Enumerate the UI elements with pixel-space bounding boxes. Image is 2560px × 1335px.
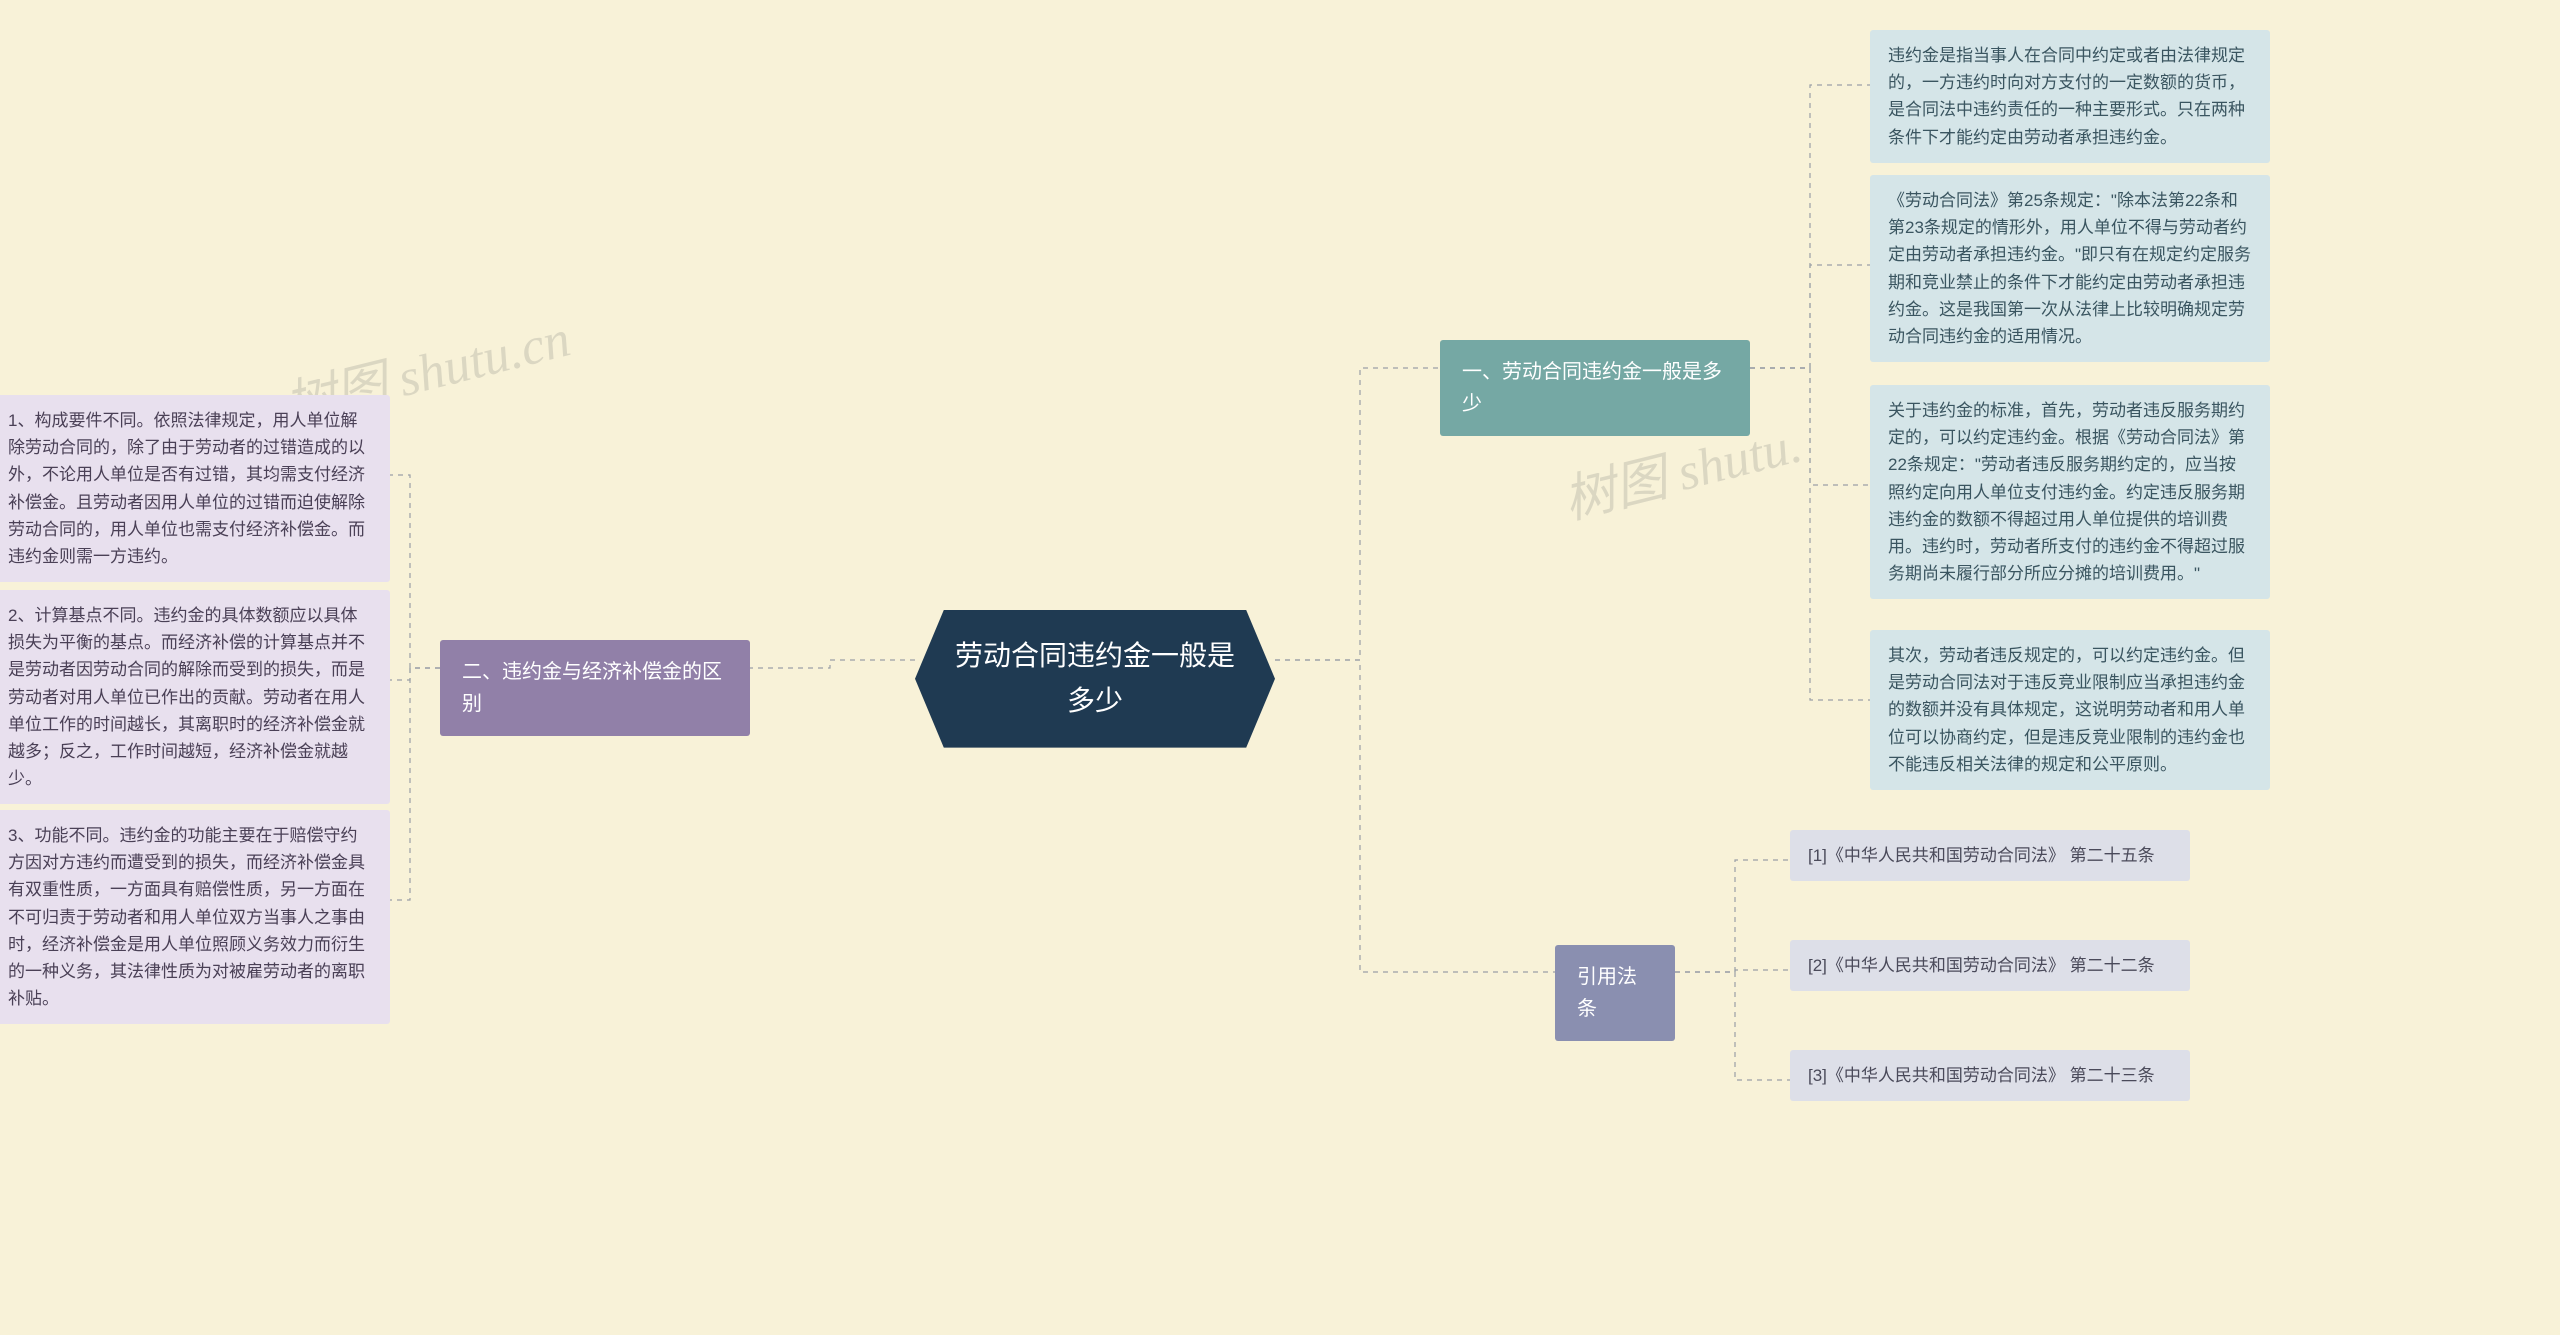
branch-node: 二、违约金与经济补偿金的区别: [440, 640, 750, 736]
leaf-node: 2、计算基点不同。违约金的具体数额应以具体损失为平衡的基点。而经济补偿的计算基点…: [0, 590, 390, 804]
leaf-node: 3、功能不同。违约金的功能主要在于赔偿守约方因对方违约而遭受到的损失，而经济补偿…: [0, 810, 390, 1024]
leaf-node: 1、构成要件不同。依照法律规定，用人单位解除劳动合同的，除了由于劳动者的过错造成…: [0, 395, 390, 582]
branch-node: 一、劳动合同违约金一般是多少: [1440, 340, 1750, 436]
leaf-node: [2]《中华人民共和国劳动合同法》 第二十二条: [1790, 940, 2190, 991]
leaf-node: [3]《中华人民共和国劳动合同法》 第二十三条: [1790, 1050, 2190, 1101]
leaf-node: 违约金是指当事人在合同中约定或者由法律规定的，一方违约时向对方支付的一定数额的货…: [1870, 30, 2270, 163]
connector-line: [1675, 860, 1790, 972]
connector-line: [1275, 368, 1440, 660]
leaf-node: 关于违约金的标准，首先，劳动者违反服务期约定的，可以约定违约金。根据《劳动合同法…: [1870, 385, 2270, 599]
connector-line: [1675, 972, 1790, 1080]
center-node: 劳动合同违约金一般是多少: [915, 610, 1275, 748]
connector-line: [390, 475, 440, 668]
connector-line: [1275, 660, 1555, 972]
leaf-node: [1]《中华人民共和国劳动合同法》 第二十五条: [1790, 830, 2190, 881]
connector-line: [1750, 85, 1870, 368]
connector-line: [1750, 368, 1870, 700]
connector-line: [1750, 368, 1870, 485]
connector-line: [1750, 265, 1870, 368]
connector-line: [390, 668, 440, 680]
connector-line: [750, 660, 915, 668]
connector-line: [390, 668, 440, 900]
leaf-node: 其次，劳动者违反规定的，可以约定违约金。但是劳动合同法对于违反竞业限制应当承担违…: [1870, 630, 2270, 790]
leaf-node: 《劳动合同法》第25条规定："除本法第22条和第23条规定的情形外，用人单位不得…: [1870, 175, 2270, 362]
connector-line: [1675, 970, 1790, 972]
branch-node: 引用法条: [1555, 945, 1675, 1041]
